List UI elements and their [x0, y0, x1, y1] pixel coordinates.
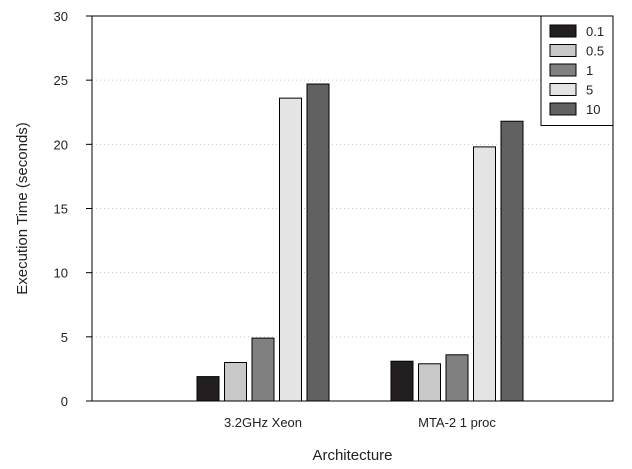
bar	[279, 97, 302, 402]
x-tick-label: MTA-2 1 proc	[418, 415, 496, 430]
y-tick-label: 20	[54, 137, 68, 152]
bar	[445, 354, 469, 402]
legend-label: 0.1	[586, 24, 604, 39]
y-axis-title: Execution Time (seconds)	[14, 122, 31, 295]
y-tick-label: 30	[54, 9, 68, 24]
legend-swatch	[549, 24, 577, 38]
bars	[196, 83, 524, 402]
bar	[196, 376, 220, 402]
bar	[251, 337, 275, 402]
y-axis: 0 5 10 15 20 25 30	[54, 9, 92, 409]
y-tick-label: 15	[54, 202, 68, 217]
bar	[418, 363, 441, 402]
bar	[390, 360, 414, 402]
y-tick-label: 10	[54, 266, 68, 281]
legend-swatch	[549, 63, 577, 77]
legend-label: 5	[586, 83, 593, 98]
bar	[306, 83, 330, 402]
legend-label: 1	[586, 63, 593, 78]
y-tick-label: 25	[54, 73, 68, 88]
gridlines	[92, 79, 613, 338]
y-tick-label: 0	[61, 394, 68, 409]
legend-swatch	[549, 83, 577, 96]
x-tick-label: 3.2GHz Xeon	[224, 415, 302, 430]
bar	[473, 146, 496, 402]
x-axis: 3.2GHz Xeon MTA-2 1 proc	[224, 415, 496, 430]
bar	[500, 120, 524, 402]
legend-swatch	[549, 44, 577, 57]
legend-label: 0.5	[586, 44, 604, 59]
legend-swatch	[549, 102, 577, 116]
legend: 0.1 0.5 1 5 10	[540, 15, 614, 126]
legend-label: 10	[586, 102, 600, 117]
x-axis-title: Architecture	[312, 447, 392, 464]
bar	[224, 362, 247, 402]
y-tick-label: 5	[61, 330, 68, 345]
